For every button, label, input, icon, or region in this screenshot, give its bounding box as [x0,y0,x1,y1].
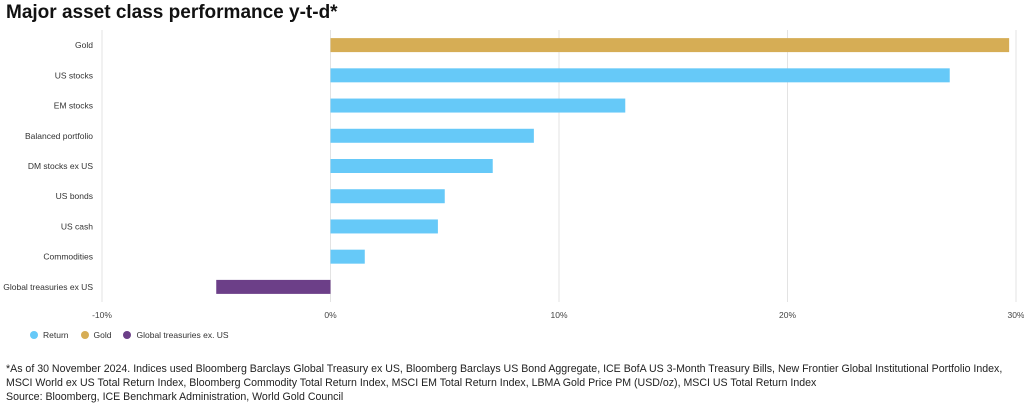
category-label: Commodities [43,252,93,262]
legend-item-global-treasuries[interactable]: Global treasuries ex. US [123,330,229,340]
chart-title: Major asset class performance y-t-d* [6,2,338,23]
bar-commodities [330,249,365,264]
legend-item-return[interactable]: Return [30,330,69,340]
bar-us-bonds [330,189,445,204]
category-label: Gold [75,40,93,50]
category-label: Balanced portfolio [25,131,93,141]
footnote-source: Source: Bloomberg, ICE Benchmark Adminis… [6,391,344,403]
category-label: US bonds [56,191,93,201]
bar-em-stocks [330,98,626,113]
legend-item-gold[interactable]: Gold [80,330,112,340]
category-label: Global treasuries ex US [3,282,93,292]
bar-balanced-portfolio [330,128,534,143]
bar-gold [330,38,1010,53]
legend-label-gold: Gold [93,330,112,340]
legend-swatch-gold [80,331,89,339]
legend-swatch-return [30,331,38,339]
category-label: EM stocks [54,101,93,111]
footnote: *As of 30 November 2024. Indices used Bl… [6,362,1016,404]
x-tick-label: 30% [1007,310,1024,320]
bar-chart: Gold US stocks EM stocks Balanced portfolio… [3,30,1024,320]
x-tick-label: 20% [779,310,796,320]
x-tick-label: 0% [324,310,337,320]
footnote-note: *As of 30 November 2024. Indices used Bl… [6,363,1003,389]
bar-global-treasuries-ex-us [216,279,331,294]
bar-us-stocks [330,68,950,83]
category-label: US stocks [55,70,93,80]
category-label: US cash [61,221,93,231]
legend: Return Gold Global treasuries ex. US [30,330,229,340]
x-tick-label: -10% [92,310,112,320]
x-tick-label: 10% [550,310,567,320]
category-label: DM stocks ex US [28,161,94,171]
bar-dm-stocks-ex-us [330,159,493,173]
legend-swatch-global-treasuries [123,331,132,339]
legend-label-return: Return [43,330,69,340]
legend-label-global-treasuries: Global treasuries ex. US [136,330,229,340]
bar-us-cash [330,219,438,234]
